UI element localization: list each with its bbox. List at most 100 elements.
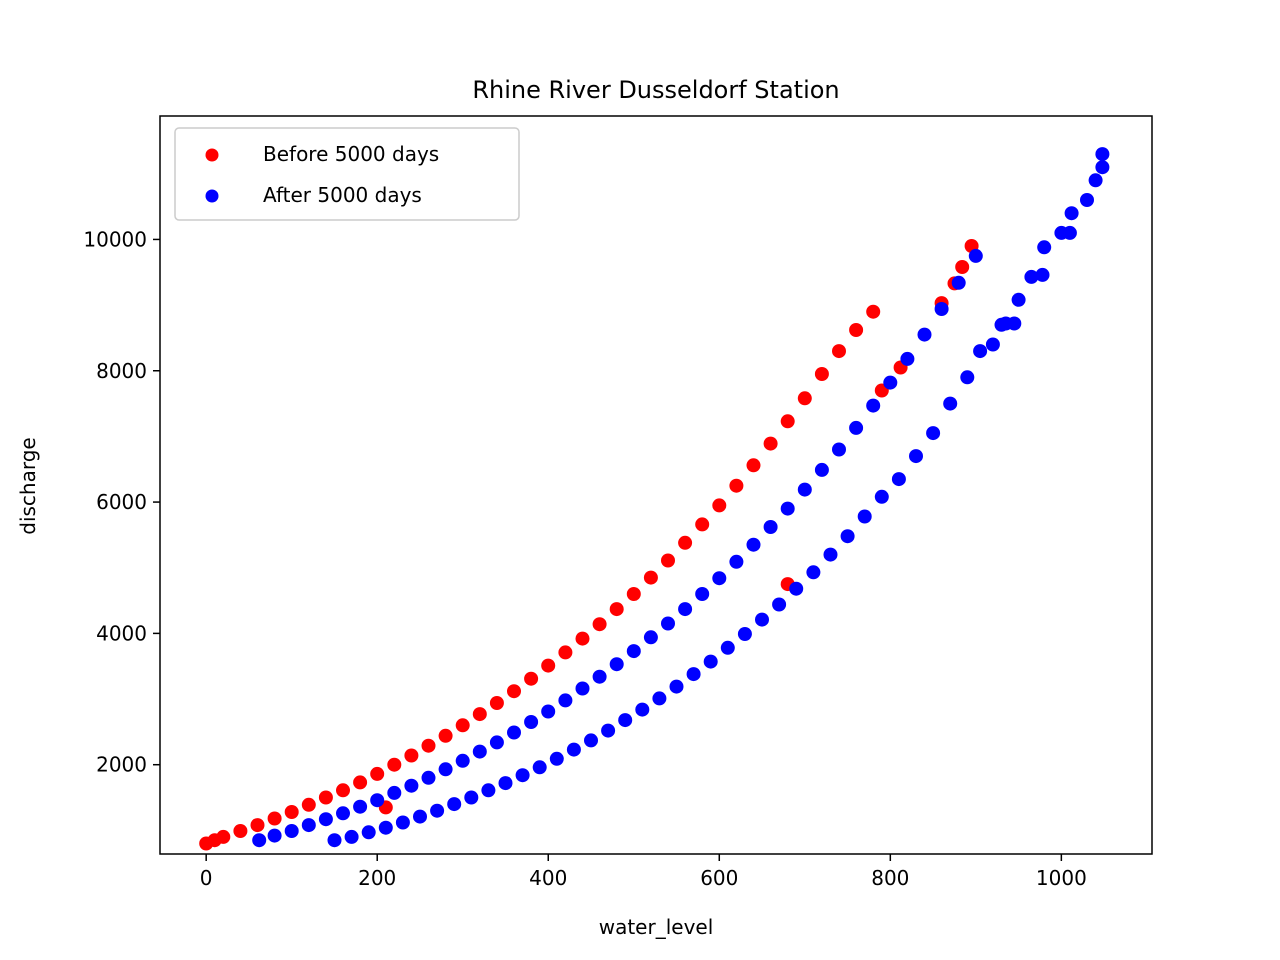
legend-label-before: Before 5000 days [263, 142, 439, 166]
scatter-point-series1-77 [652, 691, 667, 706]
scatter-point-series1-36 [866, 398, 881, 413]
scatter-point-series0-13 [387, 757, 402, 772]
scatter-point-series1-18 [558, 693, 573, 708]
scatter-point-series1-83 [549, 751, 564, 766]
scatter-point-series1-76 [669, 679, 684, 694]
scatter-point-series1-14 [489, 735, 504, 750]
scatter-point-series1-25 [678, 602, 693, 617]
scatter-point-series1-94 [361, 825, 376, 840]
scatter-point-series1-31 [780, 501, 795, 516]
scatter-point-series1-42 [968, 248, 983, 263]
scatter-point-series0-41 [849, 323, 864, 337]
x-axis-label: water_level [599, 915, 714, 939]
scatter-point-series1-40 [934, 302, 949, 316]
scatter-point-series1-85 [515, 768, 530, 783]
scatter-point-series1-29 [746, 537, 761, 552]
scatter-point-series1-9 [404, 778, 419, 793]
scatter-point-series0-36 [780, 414, 795, 429]
scatter-point-series1-38 [900, 351, 915, 366]
scatter-point-series0-15 [421, 738, 436, 753]
scatter-point-series1-15 [507, 725, 521, 740]
x-axis: 0 200 400 600 800 1000 [200, 854, 1087, 890]
scatter-point-series0-34 [746, 458, 761, 473]
scatter-point-series1-65 [857, 509, 872, 524]
scatter-point-series0-37 [797, 391, 812, 406]
scatter-point-series1-72 [737, 627, 752, 641]
scatter-point-series1-22 [626, 644, 641, 659]
scatter-point-series0-3 [233, 824, 248, 838]
chart-title: Rhine River Dusseldorf Station [472, 76, 839, 104]
scatter-point-series1-92 [395, 815, 410, 830]
plot-frame [159, 115, 1153, 855]
scatter-point-series1-50 [1062, 225, 1077, 240]
scatter-point-series1-57 [1007, 316, 1022, 331]
legend-marker-after [205, 189, 219, 203]
scatter-point-series0-47 [955, 260, 970, 274]
scatter-point-series0-23 [558, 645, 573, 660]
scatter-point-series1-3 [301, 818, 316, 833]
x-tick-label: 400 [529, 866, 567, 890]
scatter-point-series1-53 [1088, 173, 1103, 188]
scatter-point-series1-41 [951, 275, 966, 290]
x-tick-label: 800 [871, 866, 909, 890]
scatter-point-series0-29 [661, 553, 675, 568]
scatter-point-series1-21 [609, 657, 624, 672]
scatter-point-series1-71 [755, 612, 769, 627]
scatter-point-series1-64 [874, 489, 889, 504]
scatter-point-series1-82 [566, 742, 581, 757]
scatter-point-series0-6 [284, 805, 299, 819]
scatter-point-series0-28 [643, 570, 658, 585]
scatter-point-series1-33 [814, 462, 829, 477]
scatter-point-series1-59 [960, 370, 975, 385]
scatter-point-series1-19 [575, 681, 590, 696]
scatter-point-series1-0 [252, 833, 267, 848]
y-tick-label: 6000 [96, 490, 147, 514]
scatter-point-series1-12 [455, 753, 470, 768]
scatter-point-series1-74 [703, 654, 718, 669]
scatter-point-series1-48 [1037, 240, 1052, 255]
scatter-point-series0-20 [507, 684, 521, 699]
scatter-point-series1-2 [284, 824, 299, 838]
x-tick-label: 0 [200, 866, 213, 890]
scatter-point-series0-30 [678, 535, 693, 550]
scatter-point-series1-43 [985, 337, 1000, 352]
scatter-point-series1-70 [772, 597, 787, 612]
scatter-point-series1-34 [832, 442, 846, 457]
scatter-point-series0-26 [609, 602, 624, 617]
scatter-point-series1-28 [729, 554, 744, 569]
scatter-point-series1-8 [387, 785, 402, 800]
scatter-point-series1-93 [378, 820, 393, 835]
scatter-point-series1-24 [661, 616, 675, 631]
scatter-point-series0-31 [695, 517, 710, 532]
scatter-point-series0-27 [626, 587, 641, 601]
x-tick-label: 200 [358, 866, 396, 890]
y-axis-label: discharge [16, 437, 40, 534]
scatter-point-series1-46 [1024, 269, 1039, 284]
x-tick-label: 1000 [1036, 866, 1087, 890]
scatter-point-series0-19 [489, 696, 504, 710]
scatter-point-series1-58 [973, 344, 988, 359]
scatter-point-series1-17 [541, 704, 556, 719]
scatter-point-series1-11 [438, 762, 453, 777]
plot-points [199, 147, 1110, 851]
scatter-point-series1-81 [584, 733, 598, 748]
scatter-point-series0-10 [353, 775, 368, 790]
scatter-point-series0-17 [455, 718, 470, 733]
scatter-point-series1-79 [618, 713, 633, 728]
scatter-point-series1-88 [464, 790, 479, 805]
scatter-point-series1-23 [643, 630, 658, 645]
scatter-point-series1-13 [472, 744, 487, 759]
scatter-point-series1-89 [447, 797, 462, 812]
scatter-point-series1-87 [481, 783, 496, 798]
scatter-point-series1-54 [1095, 160, 1110, 175]
scatter-point-series1-56 [994, 317, 1009, 332]
scatter-point-series1-16 [524, 715, 539, 729]
scatter-point-series0-14 [404, 748, 419, 763]
scatter-point-series1-69 [789, 581, 804, 596]
scatter-point-series1-63 [891, 472, 906, 487]
y-tick-label: 4000 [96, 621, 147, 645]
scatter-point-series1-5 [336, 806, 350, 821]
scatter-point-series0-39 [814, 367, 829, 381]
scatter-point-series1-62 [909, 449, 923, 464]
scatter-point-series1-73 [720, 640, 735, 655]
